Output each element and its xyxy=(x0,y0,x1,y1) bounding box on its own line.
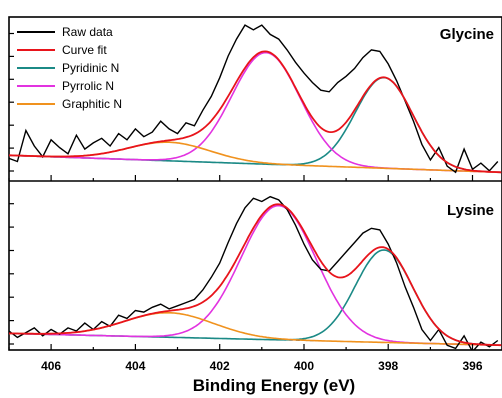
series-curve-fit-glycine xyxy=(9,50,502,174)
panel-label-glycine: Glycine xyxy=(440,26,494,43)
series-graphitic-n-lysine xyxy=(9,311,502,346)
series-raw-data-glycine xyxy=(9,24,499,174)
x-tick-label: 402 xyxy=(210,359,230,373)
legend-label-raw-data: Raw data xyxy=(62,25,113,39)
legend-label-graphitic-n: Graphitic N xyxy=(62,97,122,111)
legend-label-curve-fit: Curve fit xyxy=(62,43,107,57)
legend-label-pyridinic-n: Pyridinic N xyxy=(62,61,119,75)
panel-label-lysine: Lysine xyxy=(447,202,494,219)
glycine-plot-area xyxy=(9,24,502,174)
x-tick-label: 396 xyxy=(462,359,482,373)
left-axis-ticks xyxy=(9,32,14,345)
lysine-plot-area xyxy=(9,195,502,350)
plot-frame xyxy=(8,16,502,351)
legend-label-pyrrolic-n: Pyrrolic N xyxy=(62,79,114,93)
x-tick-label: 400 xyxy=(294,359,314,373)
x-tick-label: 406 xyxy=(41,359,61,373)
series-curve-fit-lysine xyxy=(9,203,502,347)
x-tick-label: 404 xyxy=(125,359,145,373)
x-axis-ticks: 406 404 402 400 398 396 xyxy=(8,175,483,373)
x-tick-label: 398 xyxy=(378,359,398,373)
x-axis-title: Binding Energy (eV) xyxy=(193,376,355,395)
legend: Raw data Curve fit Pyridinic N Pyrrolic … xyxy=(17,25,122,111)
series-raw-data-lysine xyxy=(9,195,499,350)
